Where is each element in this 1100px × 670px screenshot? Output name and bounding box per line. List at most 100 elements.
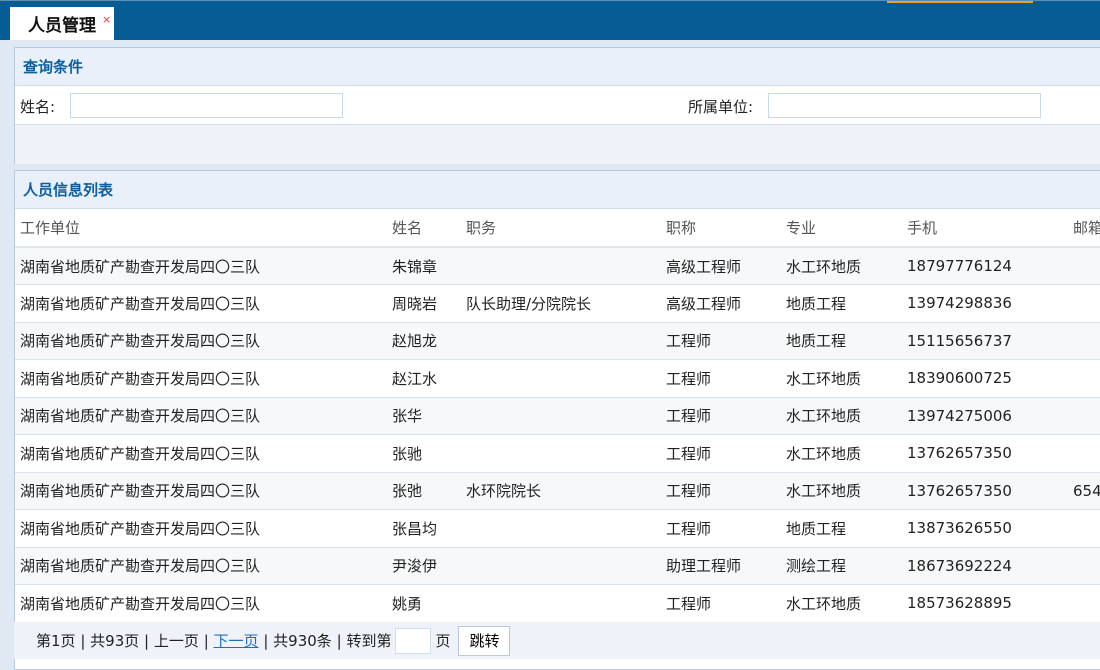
table-cell bbox=[461, 584, 661, 623]
table-cell: 工程师 bbox=[661, 359, 781, 398]
table-row[interactable]: 湖南省地质矿产勘查开发局四〇三队 朱锦章 高级工程师 水工环地质 18797776124 bbox=[15, 247, 1100, 285]
goto-label: 转到第 bbox=[346, 632, 392, 650]
table-cell: 水工环地质 bbox=[781, 584, 902, 623]
table-cell: 赵江水 bbox=[387, 359, 461, 398]
current-page: 第1页 bbox=[36, 632, 76, 650]
list-title: 人员信息列表 bbox=[15, 171, 1100, 209]
table-cell bbox=[461, 322, 661, 360]
jump-button[interactable]: 跳转 bbox=[458, 625, 511, 656]
table-cell: 水环院院长 bbox=[461, 472, 661, 510]
query-title: 查询条件 bbox=[15, 48, 1100, 86]
table-cell bbox=[461, 247, 661, 285]
table-cell: 水工环地质 bbox=[781, 359, 902, 398]
table-cell: 18797776124 bbox=[902, 247, 1068, 285]
table-cell: 工程师 bbox=[661, 434, 781, 473]
list-panel: 人员信息列表 工作单位 姓名 职务 职称 专业 手机 邮箱 湖南省地质矿产勘查开发局四〇三队… bbox=[14, 170, 1100, 670]
pagination: 第1页 | 共93页 | 上一页 | 下一页 | 共930条 | 转到第 页 跳… bbox=[14, 622, 1100, 659]
table-cell: 湖南省地质矿产勘查开发局四〇三队 bbox=[15, 472, 387, 510]
table-cell bbox=[1068, 547, 1100, 585]
table-cell: 水工环地质 bbox=[781, 397, 902, 435]
column-header: 工作单位 bbox=[15, 209, 387, 248]
table-row[interactable]: 湖南省地质矿产勘查开发局四〇三队 尹浚伊 助理工程师 测绘工程 18673692224 bbox=[15, 547, 1100, 585]
table-cell: 湖南省地质矿产勘查开发局四〇三队 bbox=[15, 509, 387, 548]
table-cell bbox=[1068, 434, 1100, 473]
table-cell: 地质工程 bbox=[781, 284, 902, 323]
column-header: 职称 bbox=[661, 209, 781, 248]
prev-page-link[interactable]: 上一页 bbox=[153, 632, 199, 650]
page-label: 页 bbox=[435, 632, 451, 650]
next-page-link[interactable]: 下一页 bbox=[213, 632, 259, 650]
table-cell: 张弛 bbox=[387, 472, 461, 510]
separator: | bbox=[203, 631, 209, 650]
table-cell: 张昌均 bbox=[387, 509, 461, 548]
column-header: 手机 bbox=[902, 209, 1068, 248]
table-cell: 湖南省地质矿产勘查开发局四〇三队 bbox=[15, 584, 387, 623]
table-row[interactable]: 湖南省地质矿产勘查开发局四〇三队 张昌均 工程师 地质工程 13873626550 bbox=[15, 509, 1100, 548]
table-cell: 尹浚伊 bbox=[387, 547, 461, 585]
total-pages: 共93页 bbox=[90, 632, 140, 650]
table-cell: 朱锦章 bbox=[387, 247, 461, 285]
tab-personnel[interactable]: 人员管理 × bbox=[10, 7, 114, 40]
table-cell: 13873626550 bbox=[902, 509, 1068, 548]
table-cell: 高级工程师 bbox=[661, 284, 781, 323]
separator: | bbox=[144, 631, 150, 650]
table-cell: 工程师 bbox=[661, 472, 781, 510]
table-cell bbox=[1068, 322, 1100, 360]
table-row[interactable]: 湖南省地质矿产勘查开发局四〇三队 张弛 水环院院长 工程师 水工环地质 137626573… bbox=[15, 472, 1100, 510]
table-cell: 工程师 bbox=[661, 584, 781, 623]
table-cell: 湖南省地质矿产勘查开发局四〇三队 bbox=[15, 434, 387, 473]
table-cell bbox=[461, 397, 661, 435]
table-cell: 水工环地质 bbox=[781, 434, 902, 473]
table-cell: 15115656737 bbox=[902, 322, 1068, 360]
table-row[interactable]: 湖南省地质矿产勘查开发局四〇三队 赵江水 工程师 水工环地质 18390600725 bbox=[15, 359, 1100, 398]
table-cell bbox=[1068, 397, 1100, 435]
table-cell bbox=[1068, 359, 1100, 398]
table-row[interactable]: 湖南省地质矿产勘查开发局四〇三队 赵旭龙 工程师 地质工程 15115656737 bbox=[15, 322, 1100, 360]
table-cell: 高级工程师 bbox=[661, 247, 781, 285]
table-cell: 周晓岩 bbox=[387, 284, 461, 323]
table-row[interactable]: 湖南省地质矿产勘查开发局四〇三队 张驰 工程师 水工环地质 13762657350 bbox=[15, 434, 1100, 473]
table-cell: 湖南省地质矿产勘查开发局四〇三队 bbox=[15, 247, 387, 285]
tab-title: 人员管理 bbox=[28, 16, 96, 36]
table-cell bbox=[461, 547, 661, 585]
table-cell: 湖南省地质矿产勘查开发局四〇三队 bbox=[15, 397, 387, 435]
table-cell: 助理工程师 bbox=[661, 547, 781, 585]
table-row[interactable]: 湖南省地质矿产勘查开发局四〇三队 周晓岩 队长助理/分院院长 高级工程师 地质工程 139… bbox=[15, 284, 1100, 323]
table-cell: 13974298836 bbox=[902, 284, 1068, 323]
table-cell: 工程师 bbox=[661, 322, 781, 360]
total-records: 共930条 bbox=[273, 632, 332, 650]
query-panel: 查询条件 姓名: 所属单位: bbox=[14, 47, 1100, 164]
table-cell: 18573628895 bbox=[902, 584, 1068, 623]
page-number-input[interactable] bbox=[395, 627, 432, 654]
table-cell: 地质工程 bbox=[781, 322, 902, 360]
table-cell: 姚勇 bbox=[387, 584, 461, 623]
table-cell bbox=[1068, 247, 1100, 285]
personnel-table: 工作单位 姓名 职务 职称 专业 手机 邮箱 湖南省地质矿产勘查开发局四〇三队 朱锦章 高级工程… bbox=[15, 209, 1100, 623]
table-cell: 张华 bbox=[387, 397, 461, 435]
column-header: 邮箱 bbox=[1068, 209, 1100, 248]
table-cell bbox=[461, 509, 661, 548]
column-header: 职务 bbox=[461, 209, 661, 248]
table-cell: 13762657350 bbox=[902, 434, 1068, 473]
table-cell: 水工环地质 bbox=[781, 247, 902, 285]
table-cell: 湖南省地质矿产勘查开发局四〇三队 bbox=[15, 322, 387, 360]
name-input[interactable] bbox=[70, 93, 343, 118]
table-cell: 赵旭龙 bbox=[387, 322, 461, 360]
query-footer bbox=[15, 124, 1100, 164]
name-label: 姓名: bbox=[20, 98, 56, 116]
separator: | bbox=[263, 631, 269, 650]
table-cell: 18673692224 bbox=[902, 547, 1068, 585]
close-icon[interactable]: × bbox=[102, 13, 112, 26]
table-cell: 湖南省地质矿产勘查开发局四〇三队 bbox=[15, 359, 387, 398]
unit-input[interactable] bbox=[768, 93, 1041, 118]
unit-label: 所属单位: bbox=[688, 98, 754, 116]
table-cell: 工程师 bbox=[661, 397, 781, 435]
table-cell: 工程师 bbox=[661, 509, 781, 548]
table-row[interactable]: 湖南省地质矿产勘查开发局四〇三队 姚勇 工程师 水工环地质 18573628895 bbox=[15, 584, 1100, 623]
table-cell: 队长助理/分院院长 bbox=[461, 284, 661, 323]
column-header: 姓名 bbox=[387, 209, 461, 248]
table-cell: 13974275006 bbox=[902, 397, 1068, 435]
table-row[interactable]: 湖南省地质矿产勘查开发局四〇三队 张华 工程师 水工环地质 13974275006 bbox=[15, 397, 1100, 435]
table-cell bbox=[461, 359, 661, 398]
table-cell: 张驰 bbox=[387, 434, 461, 473]
